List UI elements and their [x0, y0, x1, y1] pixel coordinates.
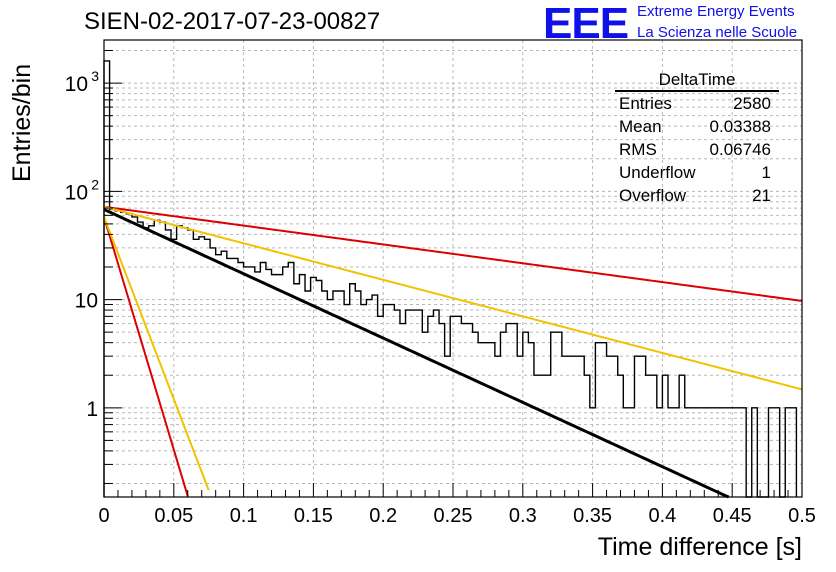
eee-logo-line2: La Scienza nelle Scuole	[637, 24, 798, 41]
stats-label: Overflow	[619, 186, 687, 205]
x-tick-label: 0.15	[294, 505, 333, 527]
fit-curve-4	[103, 216, 189, 497]
stats-label: Mean	[619, 117, 662, 136]
histogram-steps	[103, 60, 798, 498]
x-tick-label: 0.25	[434, 505, 473, 527]
y-tick-label: 10	[75, 290, 98, 313]
stats-value: 1	[761, 163, 771, 182]
y-tick-exponent: 2	[91, 176, 99, 192]
x-tick-label: 0.2	[369, 505, 397, 527]
stats-value: 21	[752, 186, 771, 205]
stats-label: Underflow	[619, 163, 696, 182]
x-tick-label: 0.5	[788, 505, 816, 527]
stats-row-entries: Entries 2580	[613, 92, 779, 115]
fit-curve-3	[103, 205, 803, 391]
stats-label: RMS	[619, 140, 657, 159]
stats-row-mean: Mean 0.03388	[613, 115, 779, 138]
stats-row-rms: RMS 0.06746	[613, 138, 779, 161]
fit-curve-2	[103, 205, 803, 302]
y-axis-label: Entries/bin	[8, 63, 36, 182]
stats-label: Entries	[619, 94, 672, 113]
x-tick-label: 0.35	[573, 505, 612, 527]
y-tick-label: 10	[65, 73, 88, 96]
fit-curve-5	[103, 216, 210, 491]
stats-row-underflow: Underflow 1	[613, 161, 779, 184]
stats-value: 2580	[733, 94, 771, 113]
x-tick-label: 0.4	[648, 505, 676, 527]
x-tick-label: 0.45	[713, 505, 752, 527]
x-tick-label: 0.1	[230, 505, 258, 527]
x-tick-label: 0.05	[154, 505, 193, 527]
stats-value: 0.06746	[709, 140, 771, 159]
y-tick-exponent: 3	[91, 68, 99, 84]
stats-row-overflow: Overflow 21	[613, 184, 779, 207]
eee-logo-mark: EEE	[543, 0, 629, 48]
stats-value: 0.03388	[709, 117, 771, 136]
fit-curve-1	[103, 208, 730, 499]
run-title: SIEN-02-2017-07-23-00827	[84, 8, 381, 35]
y-tick-label: 10	[65, 181, 88, 204]
x-tick-label: 0.3	[509, 505, 537, 527]
eee-logo-line1: Extreme Energy Events	[637, 3, 795, 20]
stats-box: DeltaTime Entries 2580 Mean 0.03388 RMS 0.0…	[613, 70, 779, 207]
x-tick-label: 0	[98, 505, 109, 527]
y-tick-label: 1	[86, 398, 98, 421]
x-axis-label: Time difference [s]	[597, 533, 802, 561]
stats-title: DeltaTime	[615, 70, 779, 92]
